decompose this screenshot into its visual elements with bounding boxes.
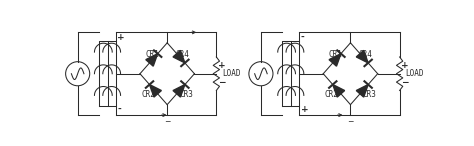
Text: −: − — [218, 78, 226, 87]
Polygon shape — [356, 50, 368, 63]
Text: CR3: CR3 — [180, 90, 193, 99]
Text: CR2: CR2 — [141, 90, 155, 99]
Polygon shape — [149, 85, 161, 97]
Text: CR2: CR2 — [325, 90, 338, 99]
Text: -: - — [301, 33, 304, 42]
Text: -: - — [118, 105, 121, 114]
Text: −: − — [347, 117, 354, 126]
Text: +: + — [301, 105, 308, 114]
Polygon shape — [356, 85, 368, 97]
Polygon shape — [333, 85, 345, 97]
Polygon shape — [146, 54, 158, 66]
Text: −: − — [164, 117, 170, 126]
Polygon shape — [173, 50, 185, 63]
Text: CR4: CR4 — [359, 50, 373, 59]
Text: CR4: CR4 — [175, 50, 189, 59]
Text: LOAD: LOAD — [405, 69, 424, 78]
Text: −: − — [401, 78, 409, 87]
Text: +: + — [118, 33, 125, 42]
Text: CR3: CR3 — [363, 90, 376, 99]
Text: CR1: CR1 — [328, 50, 343, 59]
Text: +: + — [218, 61, 226, 70]
Text: +: + — [401, 61, 409, 70]
Text: CR1: CR1 — [146, 50, 159, 59]
Polygon shape — [173, 85, 185, 97]
Polygon shape — [329, 54, 341, 66]
Text: LOAD: LOAD — [222, 69, 240, 78]
